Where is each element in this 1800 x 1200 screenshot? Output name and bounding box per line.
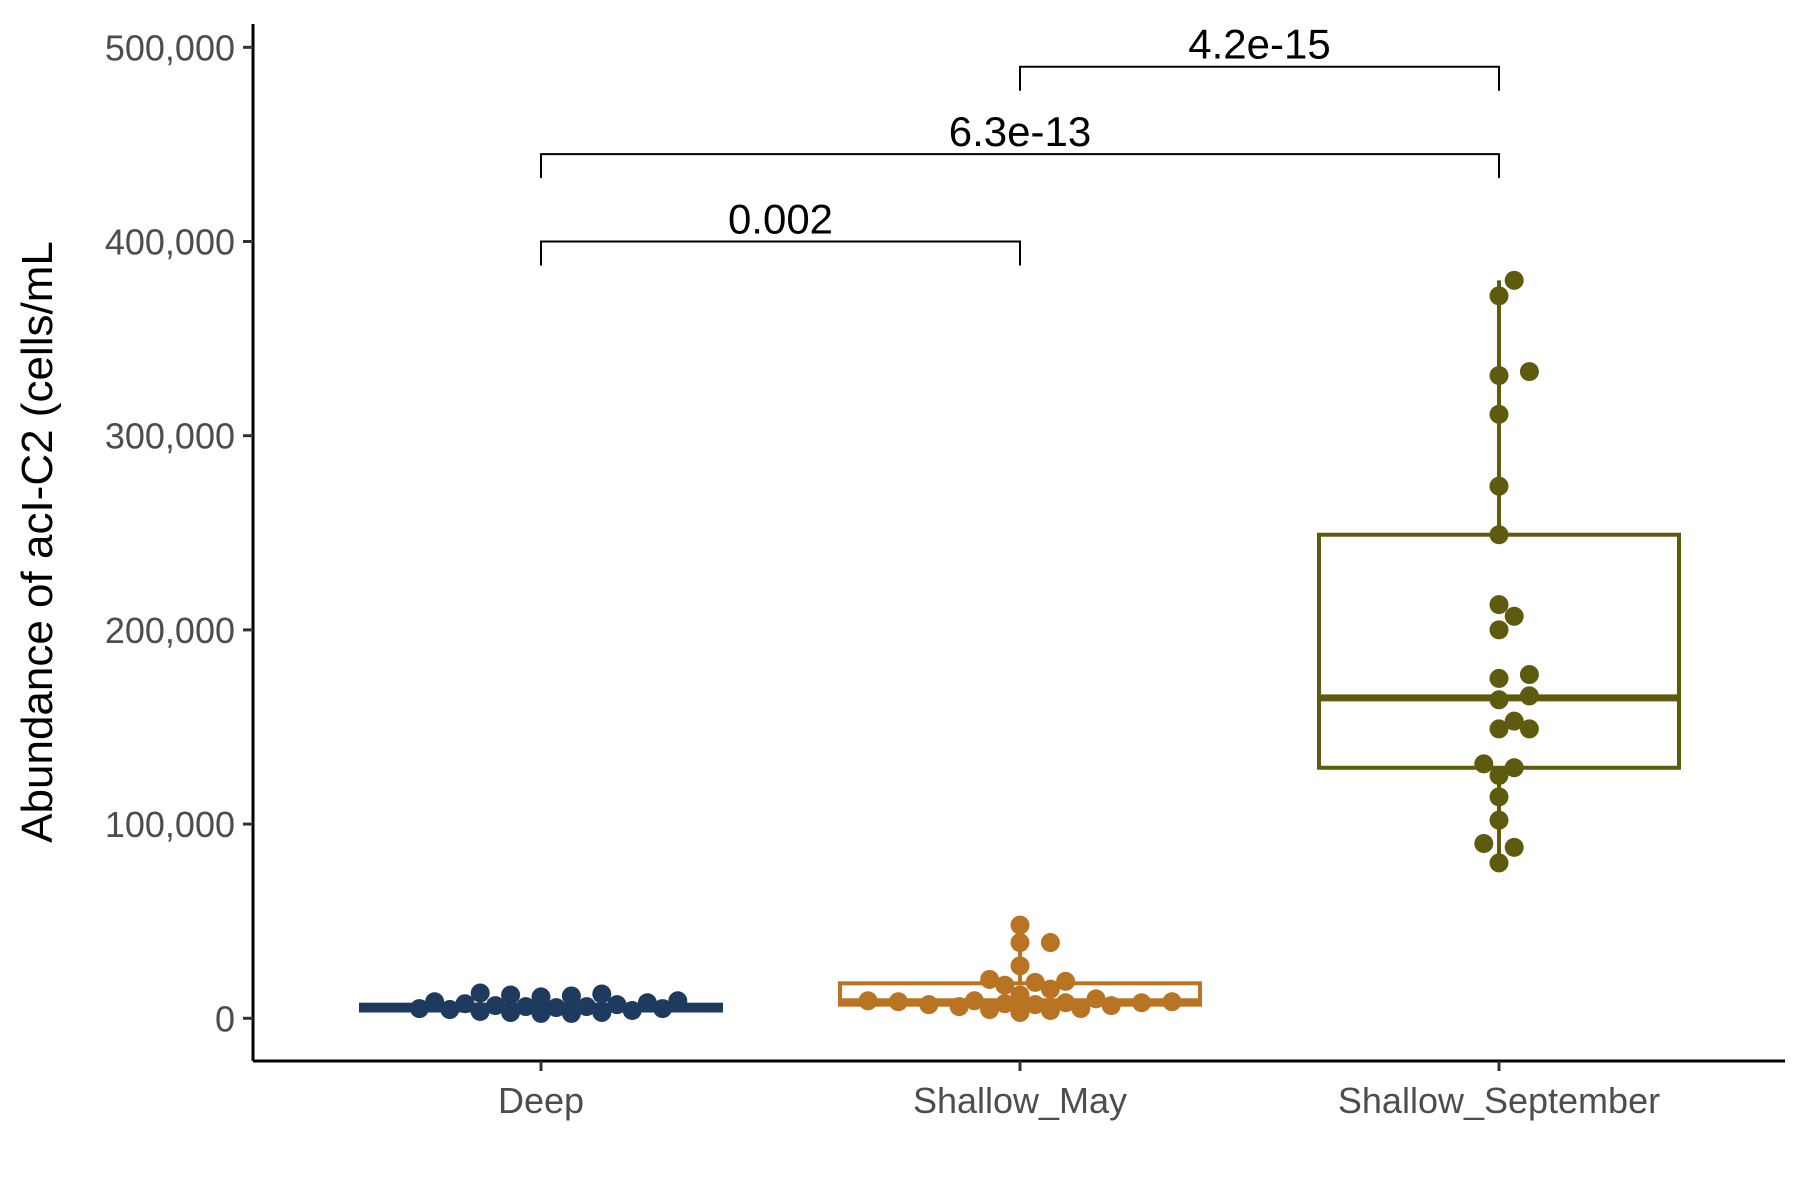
data-point: [1086, 989, 1106, 1009]
data-point: [980, 969, 1000, 989]
data-point: [1010, 933, 1030, 953]
data-point: [546, 998, 566, 1018]
significance-bracket: [540, 153, 1500, 179]
data-point: [995, 975, 1015, 995]
data-point: [1489, 620, 1509, 640]
data-point: [653, 999, 673, 1019]
data-point: [1101, 996, 1121, 1016]
data-point: [1056, 993, 1076, 1013]
data-point: [1489, 766, 1509, 786]
data-point: [516, 997, 536, 1017]
p-value-label: 0.002: [728, 195, 833, 242]
data-point: [1489, 476, 1509, 496]
data-point: [455, 994, 475, 1014]
boxes-layer: [359, 280, 1681, 1013]
data-point: [1489, 404, 1509, 424]
data-point: [622, 1001, 642, 1021]
significance-bracket: [540, 240, 1021, 266]
data-point: [440, 1000, 460, 1020]
data-point: [964, 991, 984, 1011]
data-point: [995, 994, 1015, 1014]
axes-layer: 0 100,000 200,000 300,000 400,000 500,000 Deep…: [105, 24, 1785, 1121]
data-point: [561, 1003, 581, 1023]
data-point: [858, 991, 878, 1011]
data-point: [1489, 719, 1509, 739]
data-point: [637, 993, 657, 1013]
x-tick-label: Deep: [498, 1080, 584, 1121]
data-point: [980, 1000, 1000, 1020]
data-point: [1519, 686, 1539, 706]
data-point: [1519, 362, 1539, 382]
data-point: [1489, 810, 1509, 830]
data-point: [409, 999, 429, 1019]
points-layer: [409, 270, 1539, 1023]
data-point: [668, 991, 688, 1011]
data-point: [577, 997, 597, 1017]
data-point: [592, 1002, 612, 1022]
data-point: [1474, 754, 1494, 774]
x-tick-label: Shallow_September: [1338, 1080, 1660, 1121]
data-point: [949, 997, 969, 1017]
data-point: [592, 984, 612, 1004]
data-point: [531, 1003, 551, 1023]
data-point: [501, 985, 521, 1005]
data-point: [1504, 711, 1524, 731]
data-point: [561, 986, 581, 1006]
data-point: [1025, 972, 1045, 992]
data-point: [425, 992, 445, 1012]
data-point: [607, 995, 627, 1015]
y-tick-label: 400,000: [105, 221, 235, 262]
p-value-label: 6.3e-13: [949, 108, 1091, 155]
data-point: [1504, 606, 1524, 626]
data-point: [1504, 837, 1524, 857]
y-tick-label: 200,000: [105, 610, 235, 651]
data-point: [1489, 668, 1509, 688]
data-point: [1040, 979, 1060, 999]
data-point: [1504, 270, 1524, 290]
y-tick-label: 100,000: [105, 804, 235, 845]
y-tick-label: 500,000: [105, 27, 235, 68]
p-value-label: 4.2e-15: [1188, 21, 1330, 68]
y-tick-label: 300,000: [105, 416, 235, 457]
significance-bracket: [1019, 65, 1500, 91]
data-point: [501, 1002, 521, 1022]
data-point: [1489, 853, 1509, 873]
data-point: [485, 996, 505, 1016]
x-tick-label: Shallow_May: [913, 1080, 1127, 1121]
data-point: [1489, 286, 1509, 306]
y-axis-title: Abundance of acI-C2 (cells/mL: [13, 241, 62, 843]
data-point: [888, 992, 908, 1012]
data-point: [531, 987, 551, 1007]
data-point: [1010, 985, 1030, 1005]
data-point: [1489, 787, 1509, 807]
data-point: [1132, 993, 1152, 1013]
significance-brackets: 0.002 6.3e-13 4.2e-15: [540, 21, 1500, 266]
data-point: [1025, 995, 1045, 1015]
data-point: [1162, 992, 1182, 1012]
data-point: [919, 995, 939, 1015]
data-point: [1519, 665, 1539, 685]
y-tick-label: 0: [215, 998, 235, 1039]
data-point: [1010, 915, 1030, 935]
data-point: [1504, 758, 1524, 778]
data-point: [1040, 933, 1060, 953]
data-point: [1489, 365, 1509, 385]
data-point: [1489, 595, 1509, 615]
data-point: [470, 983, 490, 1003]
data-point: [1519, 719, 1539, 739]
data-point: [1474, 834, 1494, 854]
data-point: [1071, 999, 1091, 1019]
data-point: [1056, 971, 1076, 991]
data-point: [1010, 1002, 1030, 1022]
data-point: [470, 1001, 490, 1021]
data-point: [1489, 690, 1509, 710]
data-point: [1489, 525, 1509, 545]
data-point: [1040, 1001, 1060, 1021]
data-point: [1010, 956, 1030, 976]
